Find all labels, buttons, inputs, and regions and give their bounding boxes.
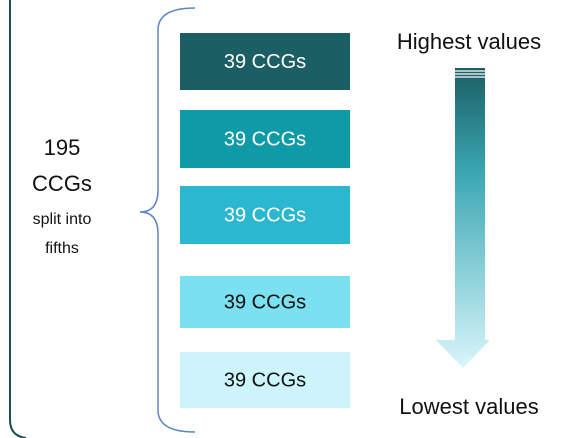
box — [180, 186, 350, 244]
box-label: 39 CCGs — [224, 369, 306, 391]
brace — [139, 7, 196, 433]
box — [180, 33, 350, 90]
box-label: 39 CCGs — [224, 128, 306, 150]
top-label: Highest values — [397, 29, 541, 54]
box — [180, 110, 350, 168]
note: fifths — [45, 240, 79, 257]
box-label: 39 CCGs — [224, 51, 306, 73]
note: split into — [33, 211, 92, 228]
bottom-label: Lowest values — [399, 394, 538, 419]
frame-edge — [9, 0, 27, 438]
box-label: 39 CCGs — [224, 291, 306, 313]
box — [180, 352, 350, 408]
arrow — [436, 68, 490, 368]
box — [180, 276, 350, 328]
unit: CCGs — [32, 171, 92, 196]
count: 195 — [44, 135, 81, 160]
box-label: 39 CCGs — [224, 204, 306, 226]
